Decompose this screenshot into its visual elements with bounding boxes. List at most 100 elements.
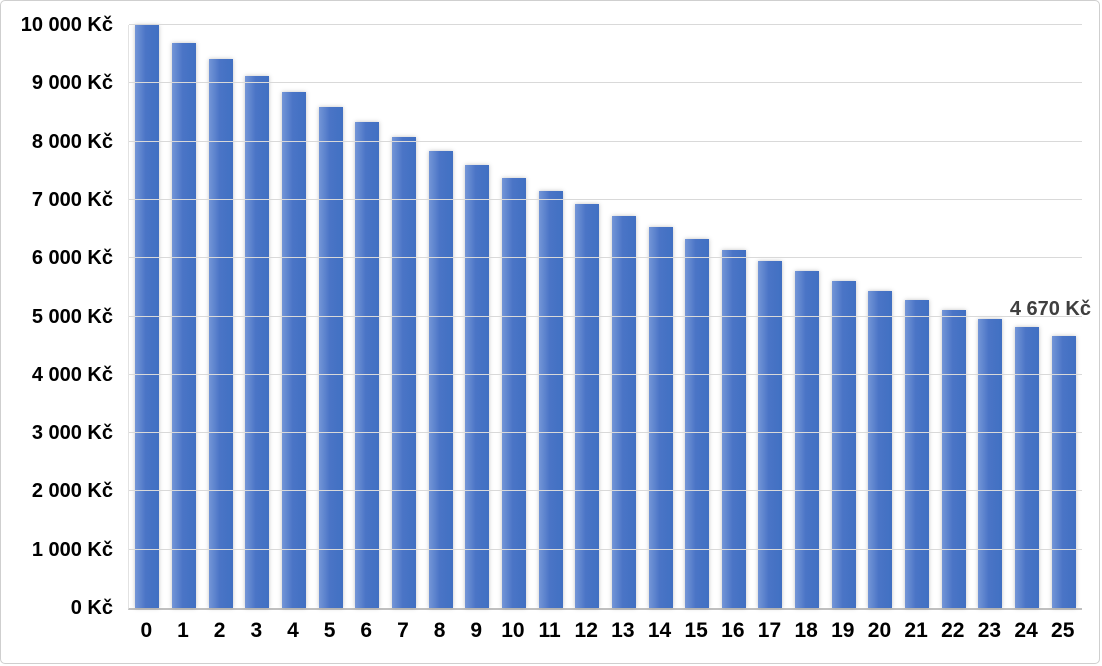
- bar-series: [129, 25, 1082, 608]
- bar-slot: [532, 25, 569, 608]
- bar-slot: [642, 25, 679, 608]
- bar-25: [1051, 335, 1076, 608]
- gridline: [129, 315, 1082, 317]
- bar-22: [941, 309, 966, 608]
- bar-slot: [825, 25, 862, 608]
- bar-19: [831, 281, 856, 608]
- gridline: [129, 82, 1082, 84]
- gridline: [129, 257, 1082, 259]
- x-tick-label: 0: [140, 619, 153, 642]
- bar-24: [1015, 327, 1040, 608]
- x-axis: 0 1 2 3 4 5 6 7 8 9 10 11 12 13 14 15 16 17 18 19 20 21 22 23 24…: [128, 619, 1081, 643]
- x-tick-label: 20: [867, 619, 892, 642]
- bar-8: [428, 151, 453, 608]
- bar-4: [281, 91, 306, 608]
- bar-slot: [129, 25, 166, 608]
- bar-slot: [166, 25, 203, 608]
- x-tick-label: 9: [470, 619, 483, 642]
- bar-3: [245, 75, 270, 608]
- y-tick-label: 4 000 Kč: [31, 364, 113, 386]
- x-tick-label: 5: [323, 619, 336, 642]
- bar-13: [611, 215, 636, 608]
- x-tick-label: 17: [757, 619, 782, 642]
- x-tick-label: 8: [433, 619, 446, 642]
- gridline: [129, 548, 1082, 550]
- bar-slot: [569, 25, 606, 608]
- bar-18: [795, 271, 820, 608]
- x-tick-label: 6: [360, 619, 373, 642]
- x-tick-label: 13: [611, 619, 635, 642]
- bar-23: [978, 318, 1003, 608]
- x-tick-label: 22: [941, 619, 965, 642]
- bar-slot: [679, 25, 716, 608]
- bar-slot: [276, 25, 313, 608]
- bar-14: [648, 227, 673, 608]
- gridline: [129, 140, 1082, 142]
- x-tick-label: 7: [397, 619, 409, 642]
- plot-area: [128, 24, 1082, 610]
- bar-16: [721, 249, 746, 608]
- bar-slot: [422, 25, 459, 608]
- y-tick-label: 2 000 Kč: [31, 480, 113, 502]
- bar-slot: [972, 25, 1009, 608]
- bar-6: [355, 122, 380, 608]
- y-tick-label: 0 Kč: [70, 597, 113, 619]
- gridline: [129, 373, 1082, 375]
- x-tick-label: 19: [831, 619, 855, 642]
- x-tick-label: 10: [501, 619, 525, 642]
- gridline: [129, 198, 1082, 200]
- y-tick-label: 7 000 Kč: [31, 189, 113, 211]
- y-tick-label: 5 000 Kč: [31, 306, 113, 328]
- bar-2: [208, 59, 233, 608]
- y-tick-label: 1 000 Kč: [31, 539, 113, 561]
- x-tick-label: 23: [977, 619, 1002, 642]
- bar-21: [905, 300, 930, 608]
- x-tick-label: 18: [794, 619, 818, 642]
- x-tick-label: 14: [647, 619, 672, 642]
- x-tick-label: 4: [287, 619, 299, 642]
- y-axis: 0 Kč 1 000 Kč 2 000 Kč 3 000 Kč 4 000 Kč 5 00…: [1, 14, 113, 619]
- bar-slot: [496, 25, 533, 608]
- y-tick-label: 6 000 Kč: [31, 247, 113, 269]
- bar-20: [868, 290, 893, 608]
- bar-slot: [202, 25, 239, 608]
- x-tick-label: 21: [904, 619, 928, 642]
- y-tick-label: 8 000 Kč: [31, 131, 113, 153]
- bar-1: [171, 42, 196, 608]
- bar-12: [575, 203, 600, 608]
- last-bar-value-label: 4 670 Kč: [1009, 298, 1091, 320]
- y-tick-label: 3 000 Kč: [31, 422, 113, 444]
- bar-slot: [1045, 25, 1082, 608]
- bar-slot: [312, 25, 349, 608]
- gridline: [129, 490, 1082, 492]
- bar-slot: [752, 25, 789, 608]
- x-tick-label: 2: [213, 619, 226, 642]
- bar-slot: [386, 25, 423, 608]
- bar-slot: [349, 25, 386, 608]
- bar-slot: [459, 25, 496, 608]
- bar-slot: [789, 25, 826, 608]
- bar-15: [685, 238, 710, 608]
- bar-0: [135, 25, 160, 608]
- bar-9: [465, 164, 490, 608]
- bar-11: [538, 190, 563, 608]
- bar-slot: [606, 25, 643, 608]
- bar-slot: [935, 25, 972, 608]
- bar-slot: [862, 25, 899, 608]
- x-tick-label: 16: [721, 619, 745, 642]
- bar-10: [501, 178, 526, 608]
- bar-17: [758, 260, 783, 608]
- y-tick-label: 9 000 Kč: [31, 72, 113, 94]
- gridline: [129, 24, 1082, 25]
- x-tick-label: 1: [177, 619, 189, 642]
- x-tick-label: 3: [250, 619, 263, 642]
- x-tick-label: 24: [1014, 619, 1038, 642]
- bar-5: [318, 107, 343, 608]
- bar-7: [391, 136, 416, 608]
- bar-slot: [899, 25, 936, 608]
- bar-slot: [716, 25, 753, 608]
- x-tick-label: 15: [684, 619, 708, 642]
- bar-slot: [239, 25, 276, 608]
- y-tick-label: 10 000 Kč: [20, 14, 113, 36]
